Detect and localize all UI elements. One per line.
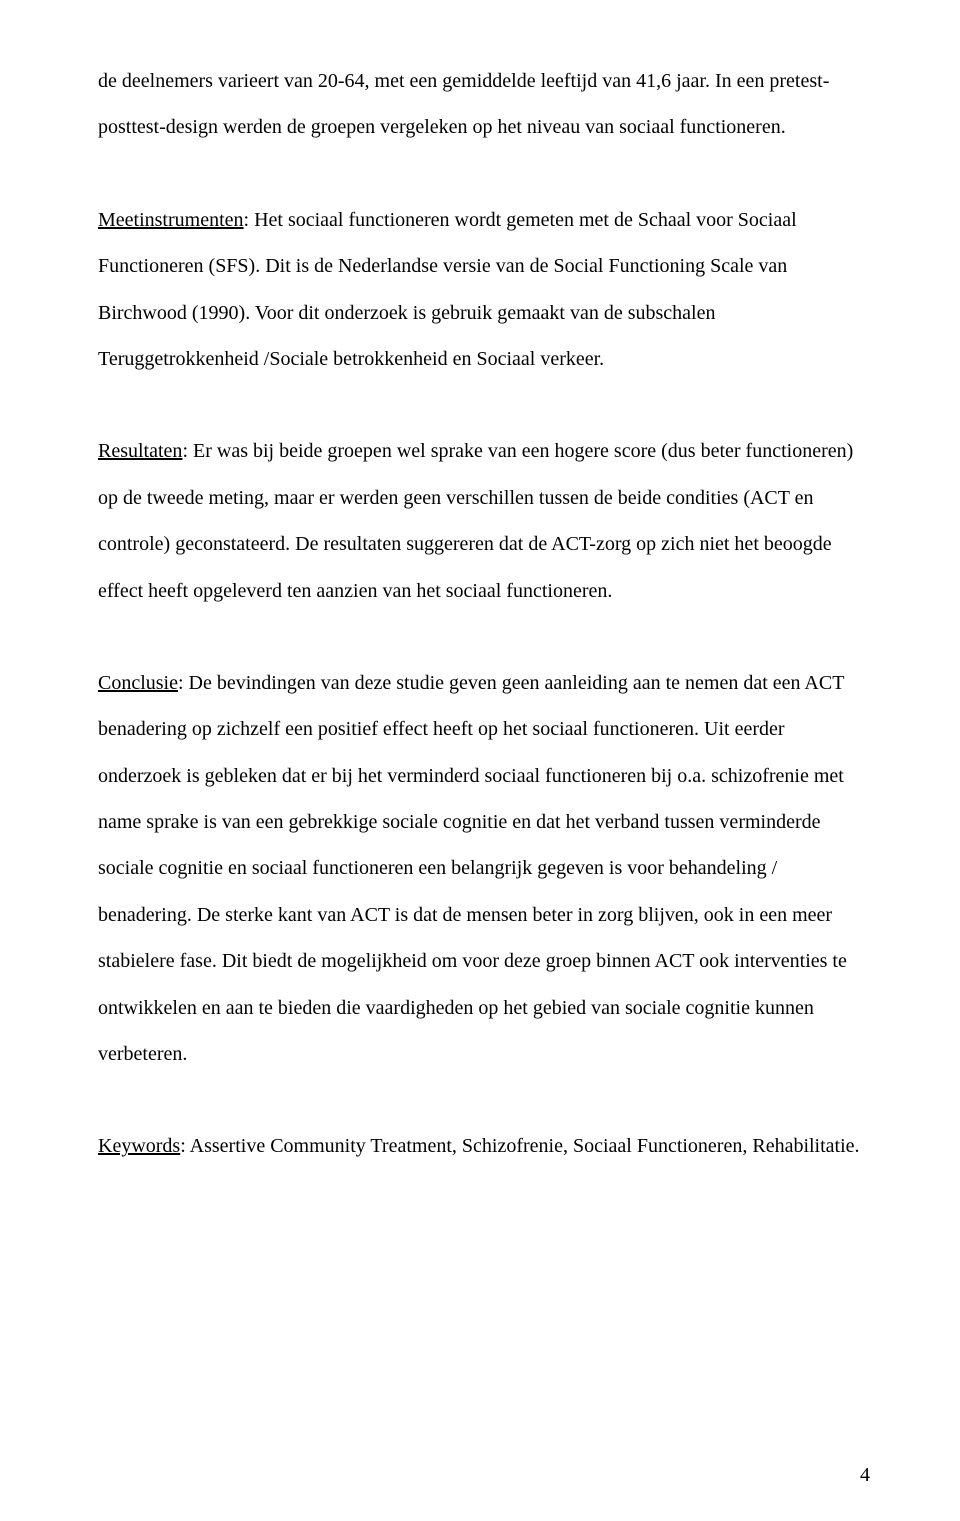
paragraph-resultaten: Resultaten: Er was bij beide groepen wel… — [98, 428, 870, 614]
paragraph-meetinstrumenten: Meetinstrumenten: Het sociaal functioner… — [98, 197, 870, 383]
paragraph-text: : Er was bij beide groepen wel sprake va… — [98, 440, 853, 601]
paragraph-text: : Het sociaal functioneren wordt gemeten… — [98, 209, 797, 370]
section-heading: Meetinstrumenten — [98, 209, 244, 231]
paragraph-keywords: Keywords: Assertive Community Treatment,… — [98, 1123, 870, 1169]
page-number: 4 — [860, 1464, 870, 1487]
section-heading: Resultaten — [98, 440, 182, 462]
section-heading: Keywords — [98, 1135, 180, 1157]
document-page: de deelnemers varieert van 20-64, met ee… — [0, 0, 960, 1521]
paragraph-intro: de deelnemers varieert van 20-64, met ee… — [98, 58, 870, 151]
paragraph-conclusie: Conclusie: De bevindingen van deze studi… — [98, 660, 870, 1078]
section-heading: Conclusie — [98, 672, 178, 694]
paragraph-text: : De bevindingen van deze studie geven g… — [98, 672, 847, 1065]
paragraph-text: de deelnemers varieert van 20-64, met ee… — [98, 70, 829, 138]
paragraph-text: : Assertive Community Treatment, Schizof… — [180, 1135, 859, 1157]
